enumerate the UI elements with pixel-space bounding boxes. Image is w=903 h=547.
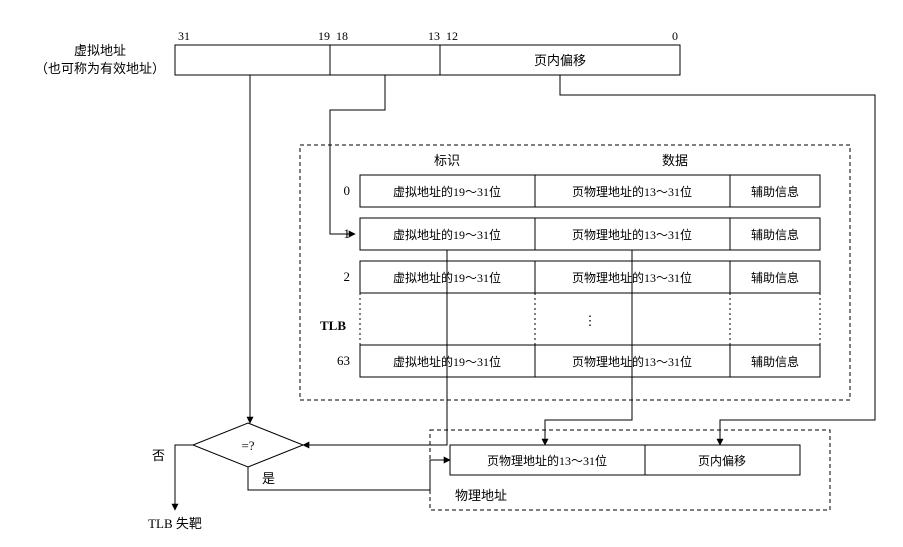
svg-text:辅助信息: 辅助信息 (751, 270, 799, 285)
bit-12: 12 (446, 29, 458, 43)
va-label-2: （也可称为有效地址） (35, 61, 165, 76)
va-offset-text: 页内偏移 (534, 53, 586, 68)
bit-19: 19 (318, 29, 330, 43)
tlb-row-0: 0 虚拟地址的19～31位 页物理地址的13～31位 辅助信息 (344, 175, 821, 207)
phys-title: 物理地址 (455, 488, 507, 503)
no-label: 否 (152, 448, 165, 463)
bit-18: 18 (336, 29, 348, 43)
svg-text:0: 0 (344, 183, 351, 198)
svg-text:虚拟地址的19～31位: 虚拟地址的19～31位 (393, 184, 501, 199)
edge-no (175, 445, 193, 510)
svg-text:页物理地址的13～31位: 页物理地址的13～31位 (572, 227, 692, 242)
yes-label: 是 (262, 471, 275, 486)
miss-label: TLB 失靶 (148, 516, 202, 531)
tlb-ellipsis: ⋮ (584, 313, 597, 328)
bit-13: 13 (428, 29, 440, 43)
phys-offset-text: 页内偏移 (698, 453, 746, 468)
svg-text:1: 1 (344, 226, 351, 241)
svg-text:页物理地址的13～31位: 页物理地址的13～31位 (572, 184, 692, 199)
edge-offset-to-phys (560, 75, 875, 445)
tlb-header-data: 数据 (662, 153, 688, 168)
svg-text:辅助信息: 辅助信息 (751, 227, 799, 242)
tlb-row-63: 63 虚拟地址的19～31位 页物理地址的13～31位 辅助信息 (337, 345, 820, 377)
edge-yes (248, 460, 450, 490)
bit-31: 31 (178, 29, 190, 43)
va-label-1: 虚拟地址 (74, 43, 126, 58)
svg-text:辅助信息: 辅助信息 (751, 184, 799, 199)
svg-text:2: 2 (344, 269, 351, 284)
tlb-header-tag: 标识 (434, 153, 460, 168)
va-seg-high (175, 45, 330, 75)
svg-text:辅助信息: 辅助信息 (751, 354, 799, 369)
edge-index-to-tlb (330, 75, 385, 234)
bit-0: 0 (672, 29, 678, 43)
tlb-row-1: 1 虚拟地址的19～31位 页物理地址的13～31位 辅助信息 (344, 218, 821, 250)
va-seg-mid (330, 45, 440, 75)
tlb-title: TLB (320, 318, 346, 333)
phys-ppn-text: 页物理地址的13～31位 (487, 453, 607, 468)
svg-text:63: 63 (337, 353, 350, 368)
compare-label: =? (241, 438, 254, 453)
svg-text:虚拟地址的19～31位: 虚拟地址的19～31位 (393, 227, 501, 242)
tlb-row-2: 2 虚拟地址的19～31位 页物理地址的13～31位 辅助信息 (344, 261, 821, 293)
